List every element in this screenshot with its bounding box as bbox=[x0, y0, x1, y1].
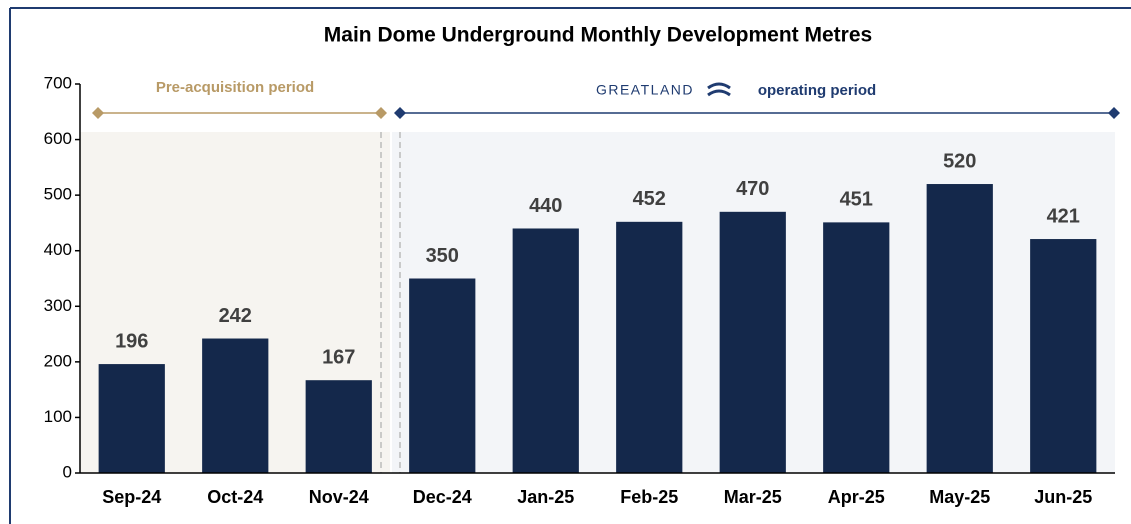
span-marker bbox=[375, 107, 387, 119]
x-tick-label: Jun-25 bbox=[1034, 487, 1092, 507]
bar bbox=[926, 184, 993, 473]
span-marker bbox=[1108, 107, 1120, 119]
x-tick-label: Apr-25 bbox=[828, 487, 885, 507]
brand-logo bbox=[707, 82, 731, 97]
bar bbox=[1030, 239, 1097, 473]
value-label: 350 bbox=[426, 245, 459, 267]
annotation: operating period bbox=[758, 82, 876, 99]
x-tick-label: Oct-24 bbox=[207, 487, 263, 507]
x-tick-label: Dec-24 bbox=[413, 487, 472, 507]
bar bbox=[616, 221, 683, 473]
value-label: 167 bbox=[322, 346, 355, 368]
annotation: Pre-acquisition period bbox=[156, 79, 314, 96]
bar bbox=[719, 211, 786, 474]
value-label: 470 bbox=[736, 178, 769, 200]
x-tick-label: May-25 bbox=[929, 487, 990, 507]
x-tick-label: Jan-25 bbox=[517, 487, 574, 507]
y-tick-label: 400 bbox=[44, 240, 72, 259]
y-tick-label: 200 bbox=[44, 351, 72, 370]
value-label: 440 bbox=[529, 195, 562, 217]
y-tick-label: 500 bbox=[44, 185, 72, 204]
bar bbox=[98, 364, 165, 473]
y-tick-label: 300 bbox=[44, 296, 72, 315]
y-tick-label: 700 bbox=[44, 73, 72, 92]
value-label: 520 bbox=[943, 150, 976, 172]
value-label: 452 bbox=[633, 188, 666, 210]
x-tick-label: Sep-24 bbox=[102, 487, 161, 507]
y-tick-label: 600 bbox=[44, 129, 72, 148]
brand: GREATLAND bbox=[596, 82, 694, 98]
value-label: 196 bbox=[115, 330, 148, 352]
y-tick-label: 100 bbox=[44, 407, 72, 426]
value-label: 242 bbox=[219, 305, 252, 327]
x-tick-label: Mar-25 bbox=[724, 487, 782, 507]
x-tick-label: Feb-25 bbox=[620, 487, 678, 507]
y-tick-label: 0 bbox=[63, 462, 72, 481]
x-tick-label: Nov-24 bbox=[309, 487, 369, 507]
bar bbox=[305, 380, 372, 473]
bar bbox=[823, 222, 890, 473]
span-marker bbox=[394, 107, 406, 119]
value-label: 421 bbox=[1047, 205, 1080, 227]
span-marker bbox=[92, 107, 104, 119]
chart-title: Main Dome Underground Monthly Developmen… bbox=[324, 24, 872, 47]
bar bbox=[202, 338, 269, 473]
bar bbox=[512, 228, 579, 473]
value-label: 451 bbox=[840, 189, 873, 211]
bar bbox=[409, 278, 476, 473]
